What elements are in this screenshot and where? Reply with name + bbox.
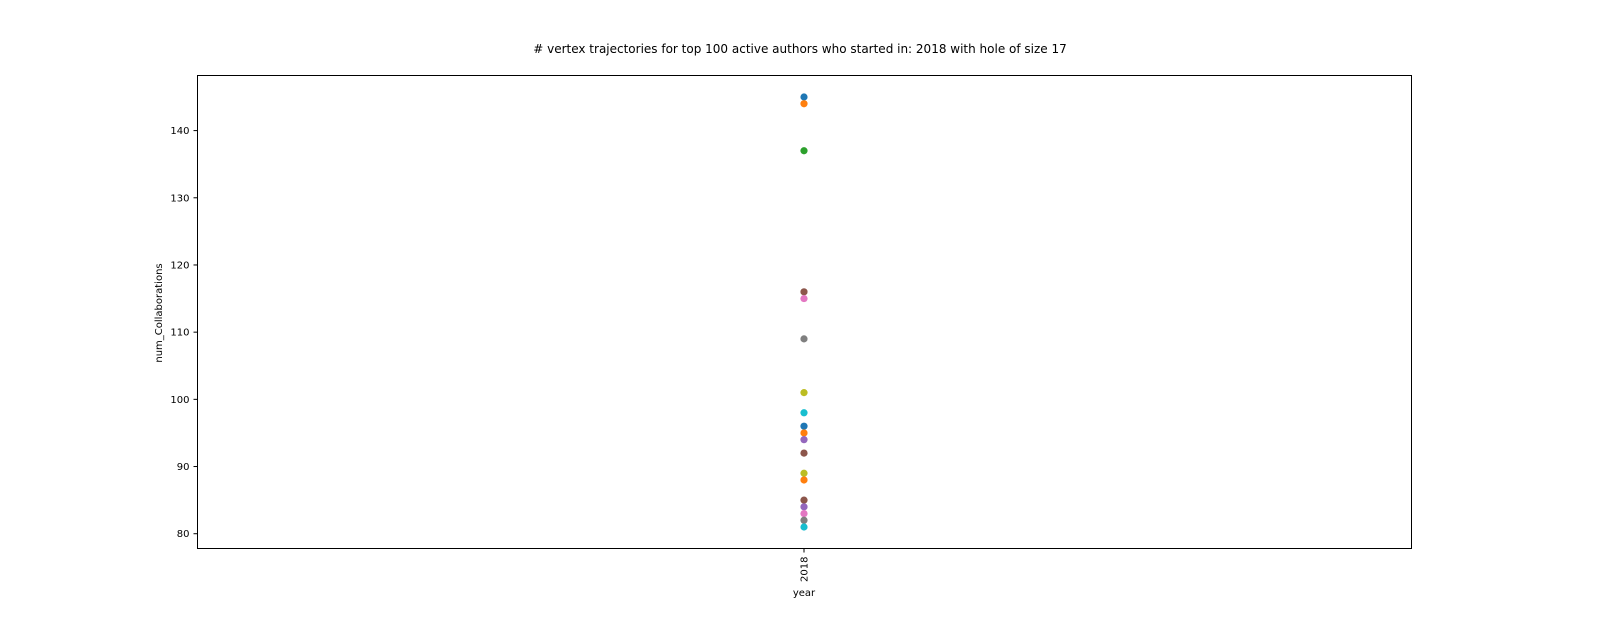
data-point xyxy=(800,422,808,430)
data-point xyxy=(800,523,808,531)
data-point xyxy=(800,288,808,296)
data-point xyxy=(800,469,808,477)
y-tick-label: 100 xyxy=(170,395,189,406)
x-tick-label: 2018 xyxy=(800,557,811,582)
y-axis-label: num_Collaborations xyxy=(154,263,165,362)
y-tick-label: 90 xyxy=(177,462,190,473)
data-point xyxy=(800,100,808,108)
data-point xyxy=(800,147,808,155)
data-point xyxy=(800,389,808,397)
plot-area-frame xyxy=(197,75,1412,549)
data-point xyxy=(800,93,808,101)
data-point xyxy=(800,509,808,518)
y-tick-label: 120 xyxy=(170,260,189,271)
chart-title: # vertex trajectories for top 100 active… xyxy=(533,42,1067,56)
y-tick-label: 130 xyxy=(170,193,189,204)
y-axis: 80 90 100 110 120 130 140 xyxy=(170,126,198,540)
data-point xyxy=(800,503,808,511)
y-tick-label: 140 xyxy=(170,126,189,137)
data-point xyxy=(800,476,808,484)
data-points xyxy=(800,93,808,531)
data-point xyxy=(800,294,808,303)
x-axis-label: year xyxy=(793,588,816,599)
data-point xyxy=(800,449,808,457)
x-axis: 2018 xyxy=(800,548,811,582)
data-point xyxy=(800,335,808,343)
data-point xyxy=(800,436,808,444)
y-tick-label: 80 xyxy=(177,529,190,540)
data-point xyxy=(800,429,808,437)
y-tick-label: 110 xyxy=(170,328,189,339)
data-point xyxy=(800,496,808,504)
data-point xyxy=(800,409,808,417)
data-point xyxy=(800,516,808,524)
